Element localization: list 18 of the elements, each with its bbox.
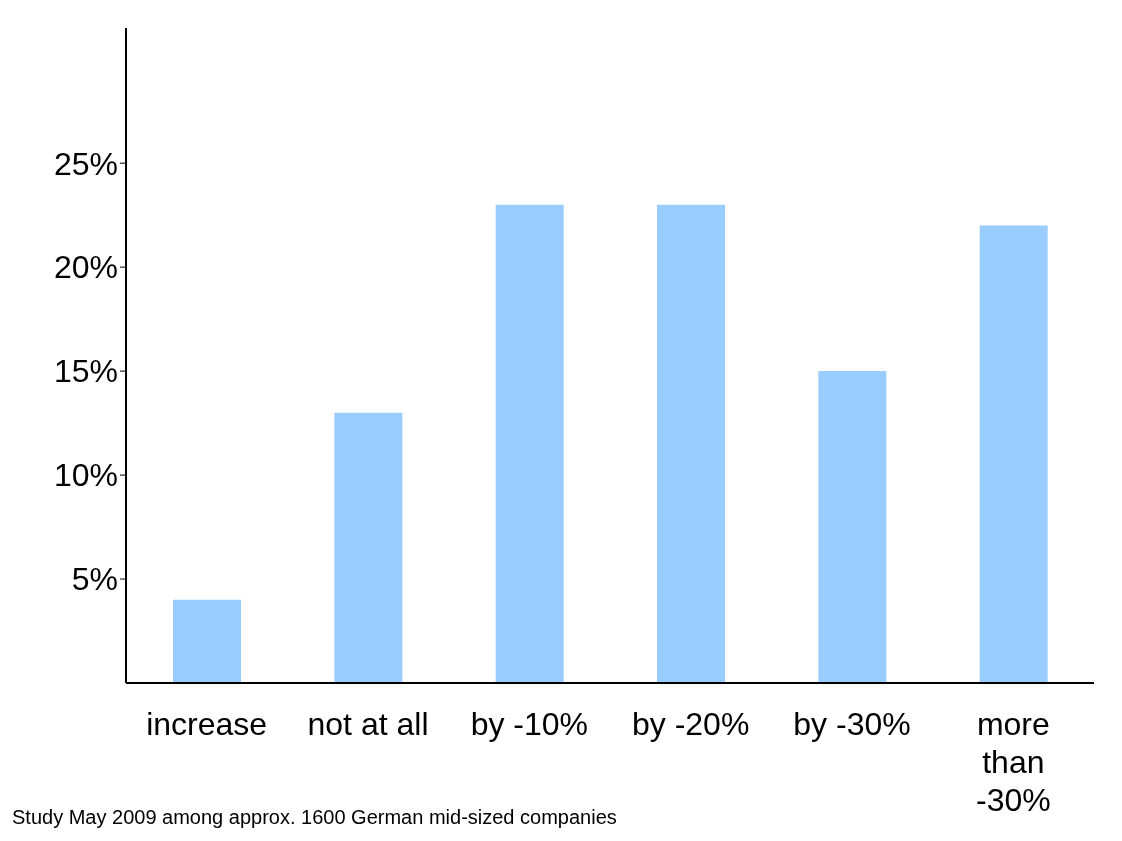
x-tick-label: by -10% xyxy=(470,706,589,742)
bar xyxy=(495,204,564,683)
text: Study May 2009 among approx. 1600 German mid-sized companies xyxy=(12,806,617,829)
x-tick-label: by -20% xyxy=(631,706,750,742)
y-tick-label: 10% xyxy=(53,457,118,494)
y-tick-label: 25% xyxy=(53,145,118,182)
bar xyxy=(334,412,403,683)
x-tick-label: more than -30% xyxy=(975,706,1051,818)
bar xyxy=(173,599,241,683)
y-tick-label: 20% xyxy=(53,249,118,286)
bar xyxy=(818,371,887,683)
x-tick-label: by -30% xyxy=(793,706,911,742)
x-tick-label: increase xyxy=(146,706,268,742)
x-tick-label: not at all xyxy=(307,706,429,742)
bar xyxy=(979,225,1048,683)
y-tick-label: 15% xyxy=(53,353,118,390)
y-tick-label: 5% xyxy=(71,561,118,598)
bar xyxy=(657,204,725,683)
